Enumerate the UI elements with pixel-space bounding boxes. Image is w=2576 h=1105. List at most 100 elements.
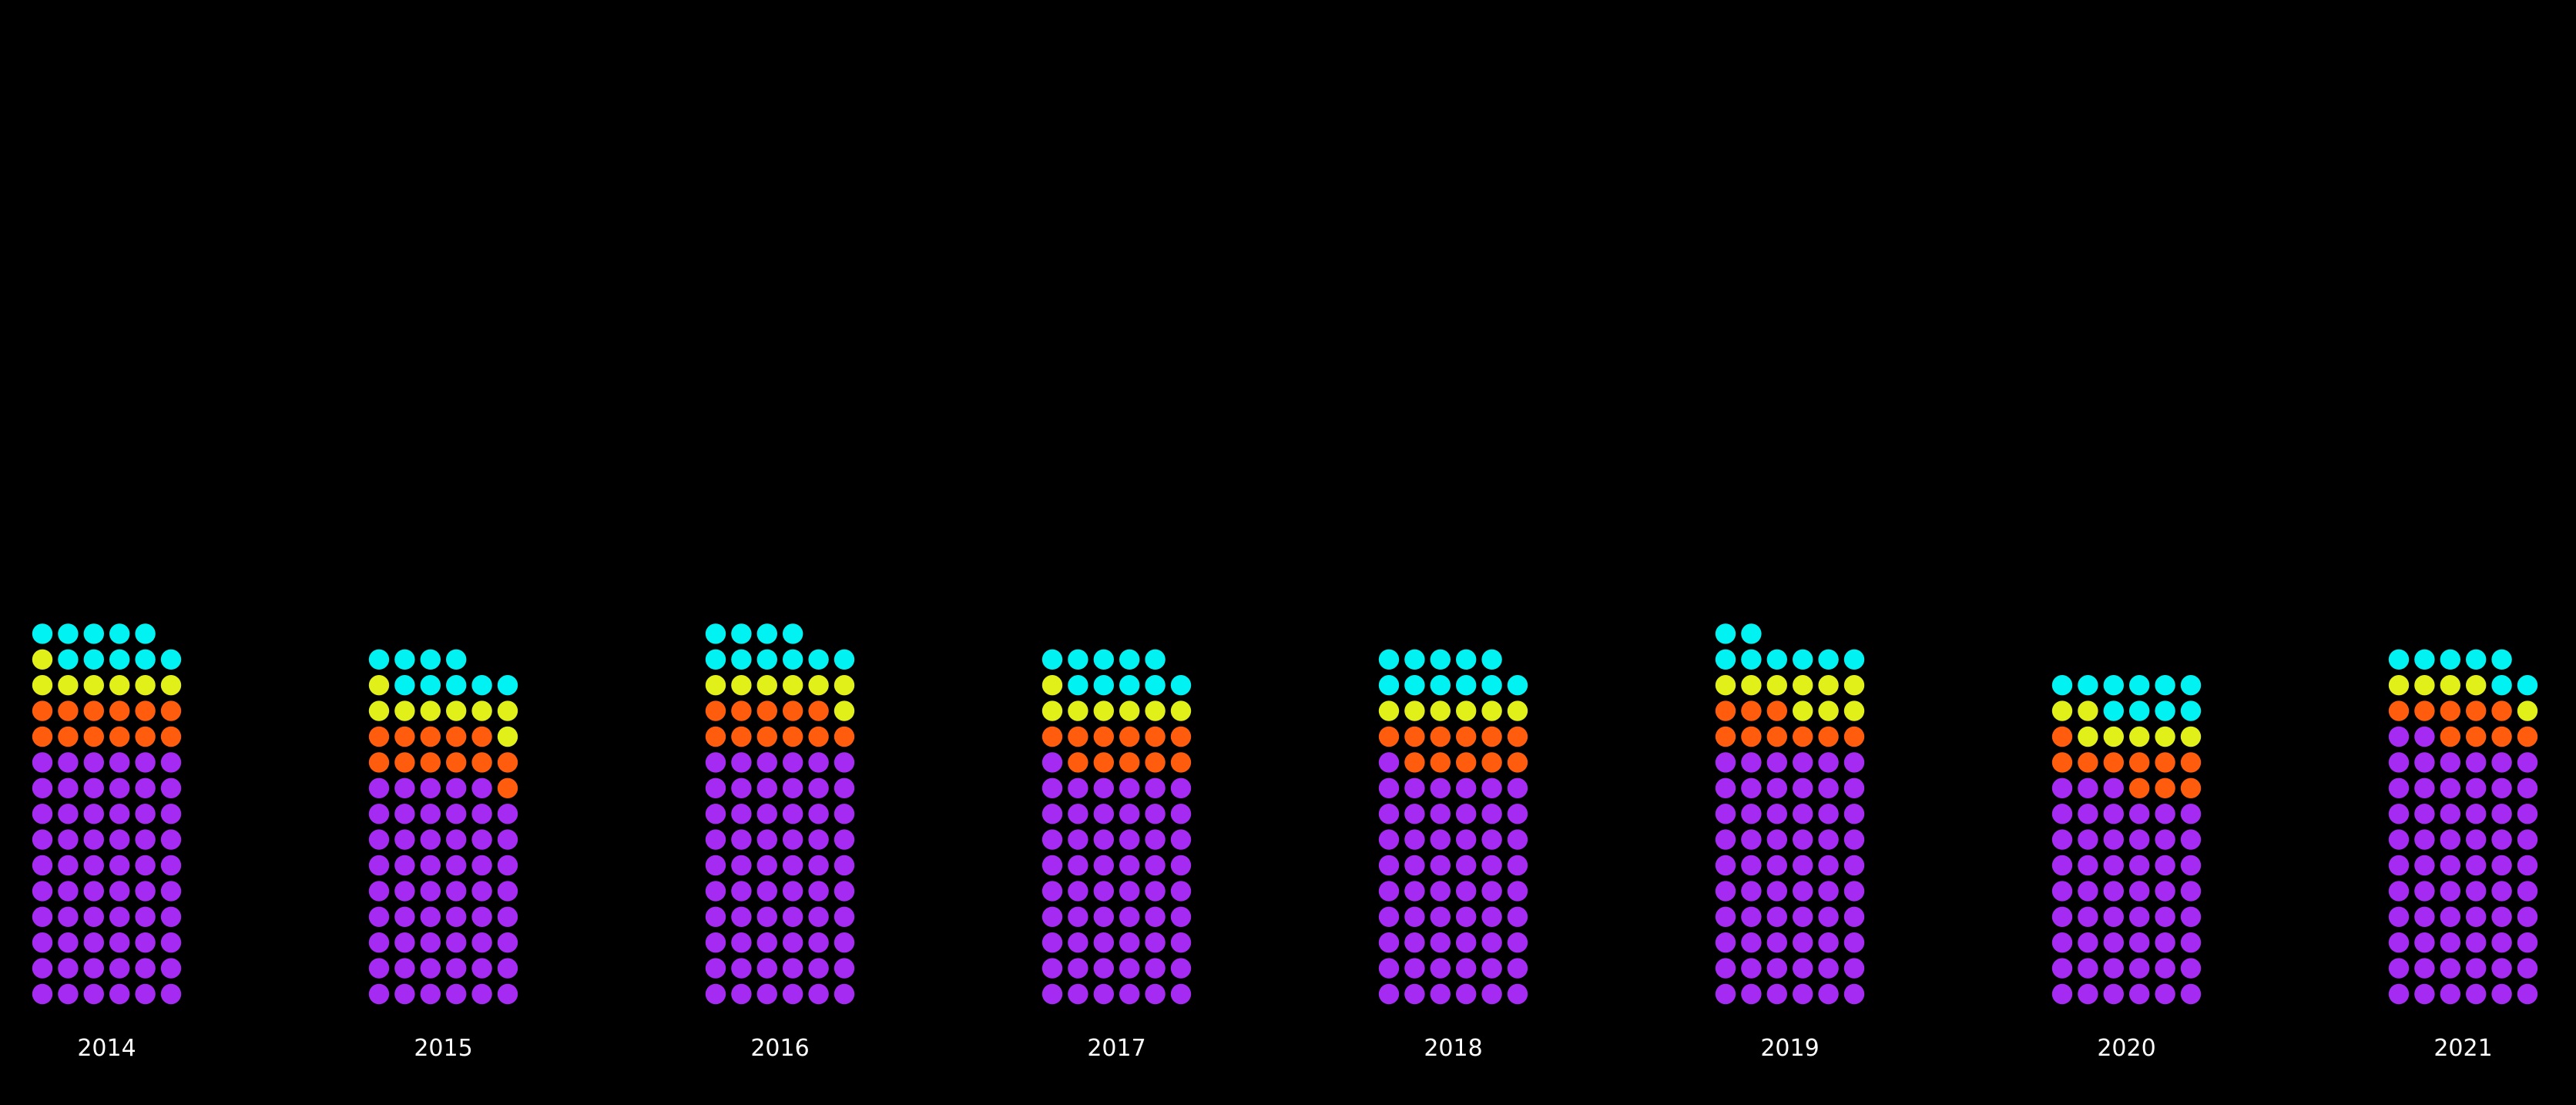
dot-2020-0 xyxy=(2051,983,2073,1005)
dot-2019-16 xyxy=(1818,932,1839,953)
dot-2018-30 xyxy=(1378,855,1400,876)
dot-2021-45 xyxy=(2466,804,2487,825)
dot-2020-1 xyxy=(2078,983,2098,1005)
dot-2016-58 xyxy=(808,752,829,773)
dot-2019-44 xyxy=(1766,804,1787,825)
dot-2016-2 xyxy=(756,983,777,1005)
dot-2021-69 xyxy=(2466,700,2487,721)
dot-2015-53 xyxy=(497,778,518,798)
dot-2020-57 xyxy=(2129,752,2150,773)
dot-2016-75 xyxy=(782,675,803,696)
dot-2018-77 xyxy=(1507,675,1528,696)
dot-2017-58 xyxy=(1145,752,1166,773)
dot-2021-52 xyxy=(2491,778,2512,798)
dot-2017-26 xyxy=(1093,881,1115,902)
year-label-2016: 2016 xyxy=(750,1035,809,1062)
dot-2014-60 xyxy=(32,726,53,747)
dot-2018-66 xyxy=(1378,700,1400,721)
dot-2016-25 xyxy=(731,881,752,902)
dot-2017-22 xyxy=(1145,906,1166,928)
dot-2019-84 xyxy=(1715,623,1736,644)
dot-2016-70 xyxy=(808,700,829,721)
dot-2021-73 xyxy=(2414,675,2435,696)
dot-2015-27 xyxy=(446,881,467,902)
dot-2015-44 xyxy=(420,804,441,825)
dot-2016-8 xyxy=(756,958,777,979)
dot-2016-64 xyxy=(808,726,829,747)
dot-2016-22 xyxy=(808,906,829,928)
dot-2016-53 xyxy=(834,778,855,798)
dot-2015-35 xyxy=(497,855,518,876)
dot-2014-0 xyxy=(32,983,53,1005)
dot-2014-54 xyxy=(32,752,53,773)
dot-2015-24 xyxy=(368,881,390,902)
dot-2015-36 xyxy=(368,829,390,850)
dot-2019-60 xyxy=(1715,726,1736,747)
dot-2021-39 xyxy=(2466,829,2487,850)
dot-2014-9 xyxy=(109,958,130,979)
dot-2020-20 xyxy=(2103,906,2124,928)
dot-2018-75 xyxy=(1456,675,1477,696)
dot-2014-71 xyxy=(160,700,182,721)
dot-2015-70 xyxy=(471,700,492,721)
dot-2014-21 xyxy=(109,906,130,928)
dot-2021-33 xyxy=(2466,855,2487,876)
dot-2021-76 xyxy=(2491,675,2512,696)
dot-2017-65 xyxy=(1170,726,1192,747)
dot-2018-55 xyxy=(1404,752,1425,773)
dot-2020-30 xyxy=(2051,855,2073,876)
dot-2020-28 xyxy=(2155,881,2175,902)
dot-2017-50 xyxy=(1093,778,1115,798)
dot-2019-0 xyxy=(1715,983,1736,1005)
dot-2015-9 xyxy=(446,958,467,979)
dot-2016-30 xyxy=(705,855,726,876)
dot-2016-27 xyxy=(782,881,803,902)
dot-2015-57 xyxy=(446,752,467,773)
dot-2015-68 xyxy=(420,700,441,721)
dot-2021-65 xyxy=(2517,726,2538,747)
dot-2018-64 xyxy=(1481,726,1502,747)
dot-2014-88 xyxy=(135,623,156,644)
dot-2016-26 xyxy=(756,881,777,902)
dot-2020-6 xyxy=(2051,958,2073,979)
dot-2016-48 xyxy=(705,778,726,798)
dot-2018-65 xyxy=(1507,726,1528,747)
dot-2017-35 xyxy=(1170,855,1192,876)
dot-2017-79 xyxy=(1068,649,1088,670)
dot-2014-66 xyxy=(32,700,53,721)
dot-2017-76 xyxy=(1145,675,1166,696)
dot-2021-53 xyxy=(2517,778,2538,798)
dot-2021-58 xyxy=(2491,752,2512,773)
dot-2016-21 xyxy=(782,906,803,928)
dot-2017-38 xyxy=(1093,829,1115,850)
dot-2020-21 xyxy=(2129,906,2150,928)
dot-2021-28 xyxy=(2491,881,2512,902)
dot-2016-33 xyxy=(782,855,803,876)
dot-2016-38 xyxy=(756,829,777,850)
dot-2018-80 xyxy=(1430,649,1451,670)
dot-2018-42 xyxy=(1378,804,1400,825)
dot-2016-4 xyxy=(808,983,829,1005)
dot-2017-17 xyxy=(1170,932,1192,953)
dot-2016-46 xyxy=(808,804,829,825)
dot-2020-31 xyxy=(2078,855,2098,876)
dot-2015-5 xyxy=(497,983,518,1005)
dot-2014-14 xyxy=(83,932,104,953)
dot-2020-39 xyxy=(2129,829,2150,850)
dot-2014-87 xyxy=(109,623,130,644)
dot-2015-71 xyxy=(497,700,518,721)
dot-2016-23 xyxy=(834,906,855,928)
year-label-2015: 2015 xyxy=(414,1035,472,1062)
dot-2018-11 xyxy=(1507,958,1528,979)
dot-2020-29 xyxy=(2180,881,2202,902)
dot-2016-54 xyxy=(705,752,726,773)
dot-2018-58 xyxy=(1481,752,1502,773)
dot-2016-68 xyxy=(756,700,777,721)
dot-2018-33 xyxy=(1456,855,1477,876)
dot-2018-9 xyxy=(1456,958,1477,979)
dot-2021-27 xyxy=(2466,881,2487,902)
dot-2016-79 xyxy=(731,649,752,670)
dot-2019-30 xyxy=(1715,855,1736,876)
dot-2021-48 xyxy=(2388,778,2410,798)
dot-2021-32 xyxy=(2440,855,2460,876)
